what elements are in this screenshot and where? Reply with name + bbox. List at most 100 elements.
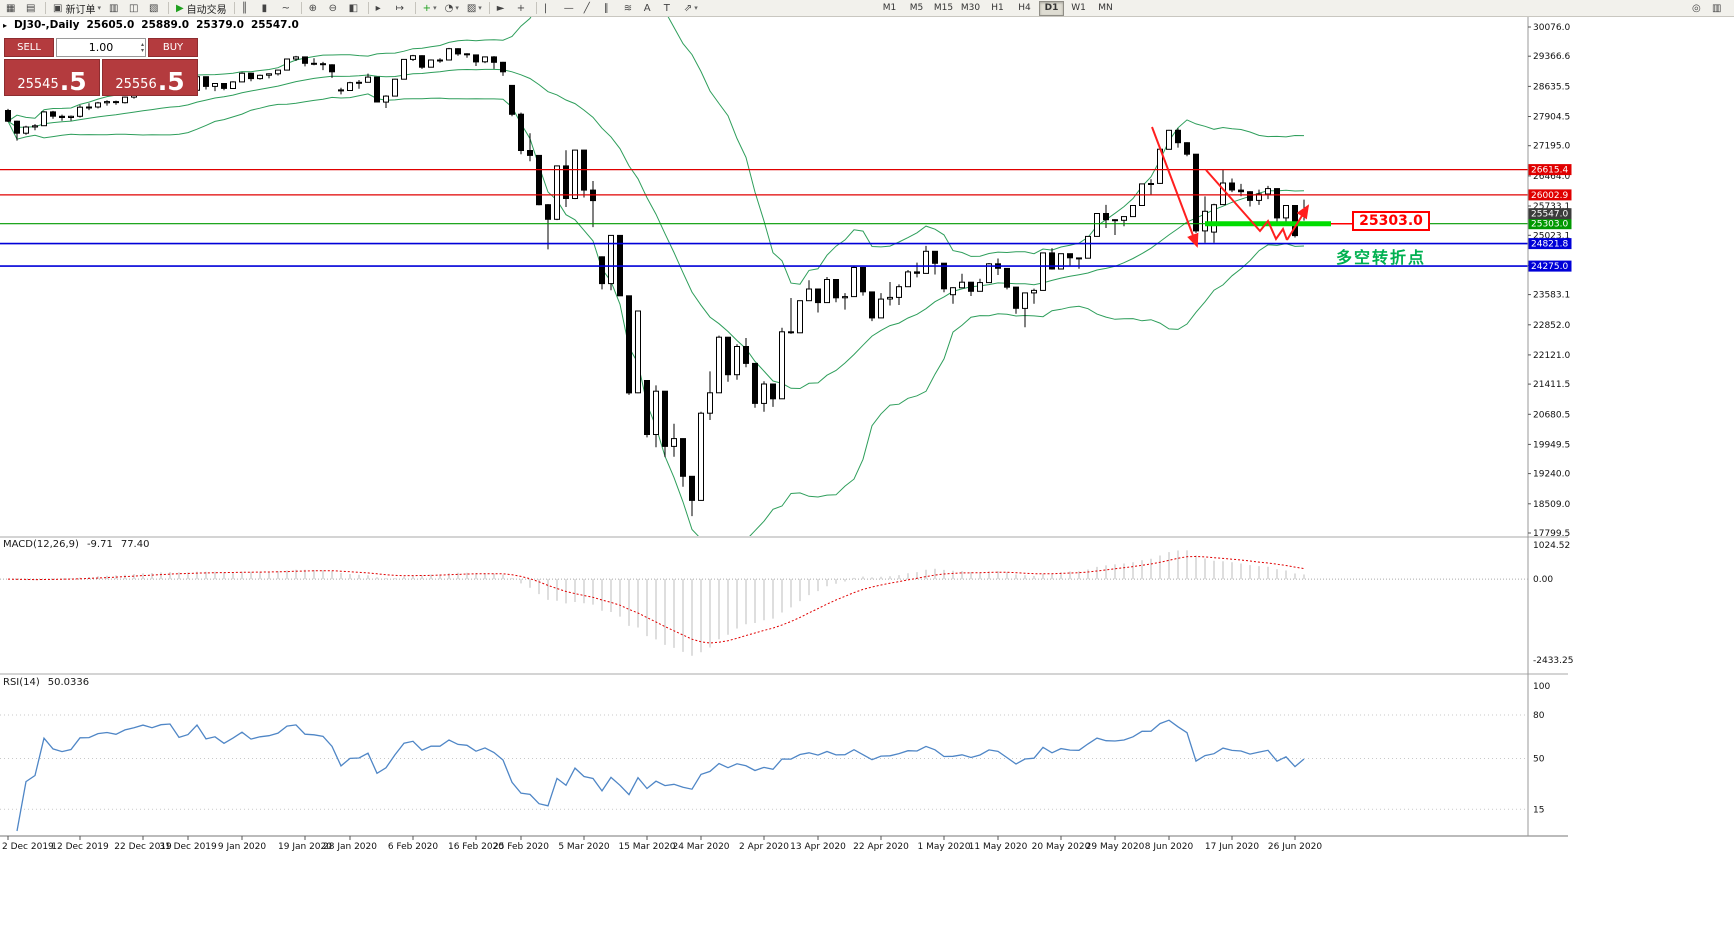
navigator-button[interactable]: ▧ (146, 1, 164, 16)
timeframe-m30-button[interactable]: M30 (960, 3, 981, 13)
candle-body (932, 250, 938, 264)
candle-body (1283, 205, 1289, 219)
date-axis[interactable] (0, 837, 1568, 852)
candle-body (1274, 188, 1280, 219)
vertical-line-tool-button[interactable]: | (541, 1, 559, 16)
axis-price-label-text: 24821.8 (1531, 240, 1568, 250)
timeframe-d1-button[interactable]: D1 (1039, 0, 1064, 16)
autotrading-button[interactable]: ▶ 自动交易 (173, 1, 230, 16)
date-tick-label: 26 Jun 2020 (1268, 842, 1322, 852)
price-tick-label: 29366.6 (1533, 52, 1570, 62)
line-mode-icon: ~ (281, 2, 291, 14)
arrows-tool-button[interactable]: ⇗ ▾ (681, 1, 701, 16)
price-tick-label: 19949.5 (1533, 440, 1570, 450)
tile-windows-button[interactable]: ◧ (346, 1, 364, 16)
search-button[interactable]: ◎ (1689, 1, 1707, 16)
toolbar-separator (233, 2, 235, 14)
bars-mode-button[interactable]: ║ (239, 1, 257, 16)
macd-layer (0, 550, 1528, 656)
date-tick-label: 12 Dec 2019 (51, 842, 109, 852)
ohlc-open: 25605.0 (86, 19, 135, 31)
text-tool-button[interactable]: A (641, 1, 659, 16)
candle-body (743, 346, 749, 364)
trendline-tool-icon: ╱ (583, 2, 590, 14)
timeframe-h4-button[interactable]: H4 (1018, 3, 1031, 13)
autotrading-label: 自动交易 (186, 4, 227, 16)
data-window-icon: ◫ (128, 2, 139, 14)
candle-body (446, 48, 452, 61)
fibonacci-tool-button[interactable]: ≋ (621, 1, 639, 16)
volume-input[interactable]: 1.00 ▴ ▾ (56, 38, 146, 57)
main-chart-surface[interactable] (0, 17, 1528, 536)
trend-arrow[interactable] (1205, 169, 1288, 242)
macd-indicator-label: MACD(12,26,9) -9.71 77.40 (3, 539, 149, 550)
date-tick-label: 9 Jan 2020 (218, 842, 266, 852)
date-tick-label: 19 Jan 2020 (278, 842, 332, 852)
label-tool-button[interactable]: T (661, 1, 679, 16)
axis-price-label-text: 25303.0 (1531, 220, 1568, 230)
zoom-out-button[interactable]: ⊖ (326, 1, 344, 16)
volume-up-icon[interactable]: ▴ (140, 40, 144, 48)
price-axis[interactable] (1528, 17, 1572, 836)
candle-body (1202, 210, 1208, 232)
candle-body (1121, 216, 1127, 221)
zoom-in-button[interactable]: ⊕ (306, 1, 324, 16)
templates-button[interactable]: ▨ ▾ (464, 1, 485, 16)
trendline-tool-button[interactable]: ╱ (581, 1, 599, 16)
timeframe-w1-button[interactable]: W1 (1071, 3, 1086, 13)
timeframe-m5-button[interactable]: M5 (909, 3, 924, 13)
autotrading-icon: ▶ (175, 2, 184, 14)
market-watch-icon: ▥ (108, 2, 119, 14)
new-order-button[interactable]: ▣ 新订单 ▾ (50, 1, 104, 16)
candle-body (518, 113, 524, 151)
crosshair-button[interactable]: + (514, 1, 532, 16)
candle-body (680, 438, 686, 477)
indicators-list-button[interactable]: + ▾ (420, 1, 440, 16)
horizontal-line-tool-button[interactable]: — (561, 1, 579, 16)
rsi-line (16, 719, 1305, 832)
market-watch-button[interactable]: ▥ (106, 1, 124, 16)
chart-profiles-button[interactable]: ▤ (23, 1, 41, 16)
candle-body (50, 111, 56, 117)
line-mode-button[interactable]: ~ (279, 1, 297, 16)
timeframe-m15-button[interactable]: M15 (933, 3, 954, 13)
periods-button[interactable]: ◔ ▾ (442, 1, 462, 16)
candle-body (1094, 213, 1100, 237)
zoom-in-icon: ⊕ (308, 2, 318, 14)
buy-price-display[interactable]: 25556.5 (102, 59, 198, 96)
sell-price-display[interactable]: 25545.5 (4, 59, 100, 96)
trend-arrow[interactable] (1286, 204, 1310, 241)
candle-body (113, 101, 119, 104)
rsi-panel-surface[interactable] (0, 675, 1528, 835)
timeframe-mn-button[interactable]: MN (1098, 3, 1113, 13)
candle-body (860, 267, 866, 293)
volume-down-icon[interactable]: ▾ (140, 46, 144, 54)
sell-button[interactable]: SELL (4, 38, 54, 57)
buy-button[interactable]: BUY (148, 38, 198, 57)
new-chart-button[interactable]: ▦ (3, 1, 21, 16)
macd-main-value: -9.71 (86, 539, 113, 550)
date-tick-label: 28 Jan 2020 (323, 842, 377, 852)
channel-tool-button[interactable]: ∥ (601, 1, 619, 16)
candle-body (455, 48, 461, 55)
new-window-button[interactable]: ▥ (1709, 1, 1727, 16)
trend-arrow[interactable] (1151, 126, 1199, 248)
price-tick-label: 23583.1 (1533, 291, 1570, 301)
chart-shift-button[interactable]: ↦ (393, 1, 411, 16)
macd-name: MACD(12,26,9) (3, 539, 79, 550)
cursor-button[interactable]: ► (494, 1, 512, 16)
data-window-button[interactable]: ◫ (126, 1, 144, 16)
symbol-period-label: DJ30-,Daily (14, 19, 80, 31)
date-tick-label: 24 Mar 2020 (672, 842, 729, 852)
price-callout-box[interactable]: 25303.0 (1352, 211, 1430, 231)
candle-body (941, 262, 947, 290)
candle-body (410, 55, 416, 60)
new-chart-icon: ▦ (6, 2, 16, 14)
candles-mode-button[interactable]: ▮ (259, 1, 277, 16)
pivot-annotation-text[interactable]: 多空转折点 (1336, 248, 1427, 267)
auto-scroll-button[interactable]: ▸ (373, 1, 391, 16)
timeframe-m1-button[interactable]: M1 (882, 3, 897, 13)
candle-body (1166, 129, 1172, 150)
timeframe-h1-button[interactable]: H1 (991, 3, 1004, 13)
indicators-list-icon: + (422, 2, 432, 14)
